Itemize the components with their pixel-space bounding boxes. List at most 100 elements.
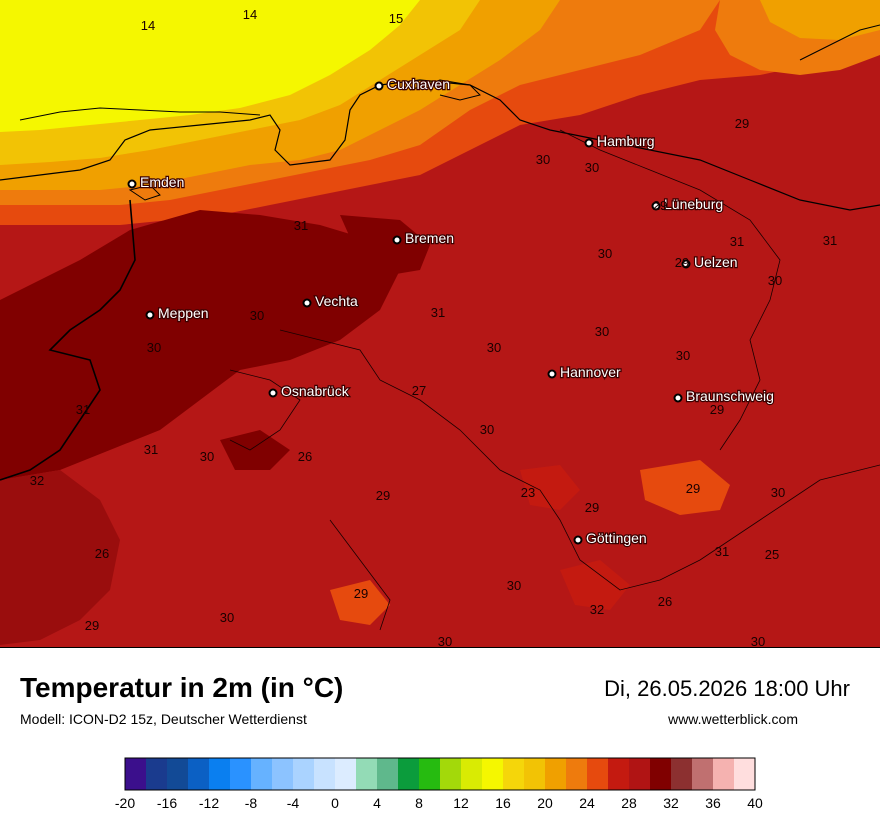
map-footer: Temperatur in 2m (in °C) Modell: ICON-D2… (0, 648, 880, 830)
temperature-value: 30 (480, 422, 494, 437)
color-swatch (566, 758, 588, 790)
state-border (279, 329, 880, 591)
city-braunschweig: Braunschweig (673, 387, 775, 405)
national-border (0, 199, 136, 481)
website-link[interactable]: www.wetterblick.com (668, 711, 798, 727)
temperature-value: 30 (536, 152, 550, 167)
color-swatch (692, 758, 714, 790)
color-scale-border (124, 757, 756, 791)
color-swatch (440, 758, 462, 790)
temperature-value: 30 (200, 449, 214, 464)
temperature-value: 29 (354, 586, 368, 601)
color-swatch (377, 758, 399, 790)
city-label: Bremen (405, 230, 454, 246)
temperature-field-ne-warm (760, 0, 880, 40)
nrw-border (329, 519, 391, 631)
city-cuxhaven: Cuxhaven (374, 75, 451, 93)
color-swatch (671, 758, 693, 790)
scale-tick-label: 4 (373, 795, 381, 811)
color-swatch (314, 758, 336, 790)
city-label: Hannover (560, 364, 621, 380)
city-label: Meppen (158, 305, 209, 321)
map-canvas: Cuxhaven Hamburg Emden Lüneburg Bremen U… (0, 0, 880, 648)
city-bremen: Bremen (392, 229, 455, 247)
temperature-value: 26 (658, 594, 672, 609)
frisian-islands (19, 107, 261, 121)
temperature-field-27 (560, 560, 630, 610)
temperature-value: 25 (765, 547, 779, 562)
color-swatch (713, 758, 735, 790)
temperature-value: 30 (438, 634, 452, 648)
temperature-value: 14 (141, 18, 155, 33)
city-label: Hamburg (597, 133, 655, 149)
color-swatch (629, 758, 651, 790)
temperature-value: 31 (294, 218, 308, 233)
temperature-value: 29 (376, 488, 390, 503)
temperature-value: 31 (823, 233, 837, 248)
color-swatch (335, 758, 357, 790)
temperature-field-25 (330, 580, 390, 625)
temperature-value: 15 (389, 11, 403, 26)
color-swatch (419, 758, 441, 790)
temperature-value: 30 (598, 246, 612, 261)
color-swatch (503, 758, 525, 790)
city-label: Uelzen (694, 254, 738, 270)
scale-tick-label: -20 (115, 795, 135, 811)
color-swatch (524, 758, 546, 790)
city-label: Cuxhaven (387, 76, 450, 92)
forecast-datetime: Di, 26.05.2026 18:00 Uhr (604, 676, 850, 701)
color-swatch (230, 758, 252, 790)
scale-tick-label: 20 (537, 795, 553, 811)
temperature-value: 31 (431, 305, 445, 320)
city-hannover: Hannover (547, 363, 622, 381)
scale-tick-label: 32 (663, 795, 679, 811)
color-swatch (356, 758, 378, 790)
temperature-value: 26 (95, 546, 109, 561)
temperature-value: 27 (412, 383, 426, 398)
city-label: Lüneburg (664, 196, 723, 212)
temperature-value: 31 (715, 544, 729, 559)
city-label: Göttingen (586, 530, 647, 546)
city-meppen: Meppen (145, 304, 210, 322)
model-source: Modell: ICON-D2 15z, Deutscher Wetterdie… (20, 711, 307, 727)
temperature-value: 31 (730, 234, 744, 249)
ems-estuary (128, 184, 161, 201)
scale-tick-label: 8 (415, 795, 423, 811)
city-vechta: Vechta (302, 292, 359, 310)
scale-tick-label: 24 (579, 795, 595, 811)
city-label: Braunschweig (686, 388, 774, 404)
temperature-value: 30 (768, 273, 782, 288)
temperature-value: 30 (220, 610, 234, 625)
temperature-field-16 (0, 0, 420, 132)
color-swatch (125, 758, 147, 790)
temperature-value: 30 (771, 485, 785, 500)
color-swatch (734, 758, 756, 790)
color-swatch (650, 758, 672, 790)
temperature-value: 30 (487, 340, 501, 355)
color-swatch (482, 758, 504, 790)
coastline (0, 79, 880, 211)
color-swatch (461, 758, 483, 790)
temperature-map: Cuxhaven Hamburg Emden Lüneburg Bremen U… (0, 0, 880, 648)
map-title: Temperatur in 2m (in °C) (20, 672, 344, 703)
color-swatch (587, 758, 609, 790)
city-label: Emden (140, 174, 184, 190)
baltic-coast (799, 24, 880, 61)
lower-saxony-border (559, 129, 781, 451)
scale-tick-label: 0 (331, 795, 339, 811)
color-scale: -20 -16 -12 -8 -4 0 4 8 12 16 20 24 28 32 36 40 (0, 753, 880, 823)
temperature-value: 30 (751, 634, 765, 648)
city-lueneburg: Lüneburg (651, 195, 724, 213)
color-swatch (545, 758, 567, 790)
color-swatch (167, 758, 189, 790)
city-uelzen: Uelzen (681, 253, 739, 271)
temperature-value: 32 (30, 473, 44, 488)
scale-tick-label: 12 (453, 795, 469, 811)
temperature-value: 32 (590, 602, 604, 617)
temperature-field-bremen (340, 215, 430, 275)
temperature-value: 29 (675, 255, 689, 270)
temperature-value: 30 (147, 340, 161, 355)
temperature-value: 30 (676, 348, 690, 363)
scale-tick-label: -16 (157, 795, 177, 811)
color-swatch (608, 758, 630, 790)
